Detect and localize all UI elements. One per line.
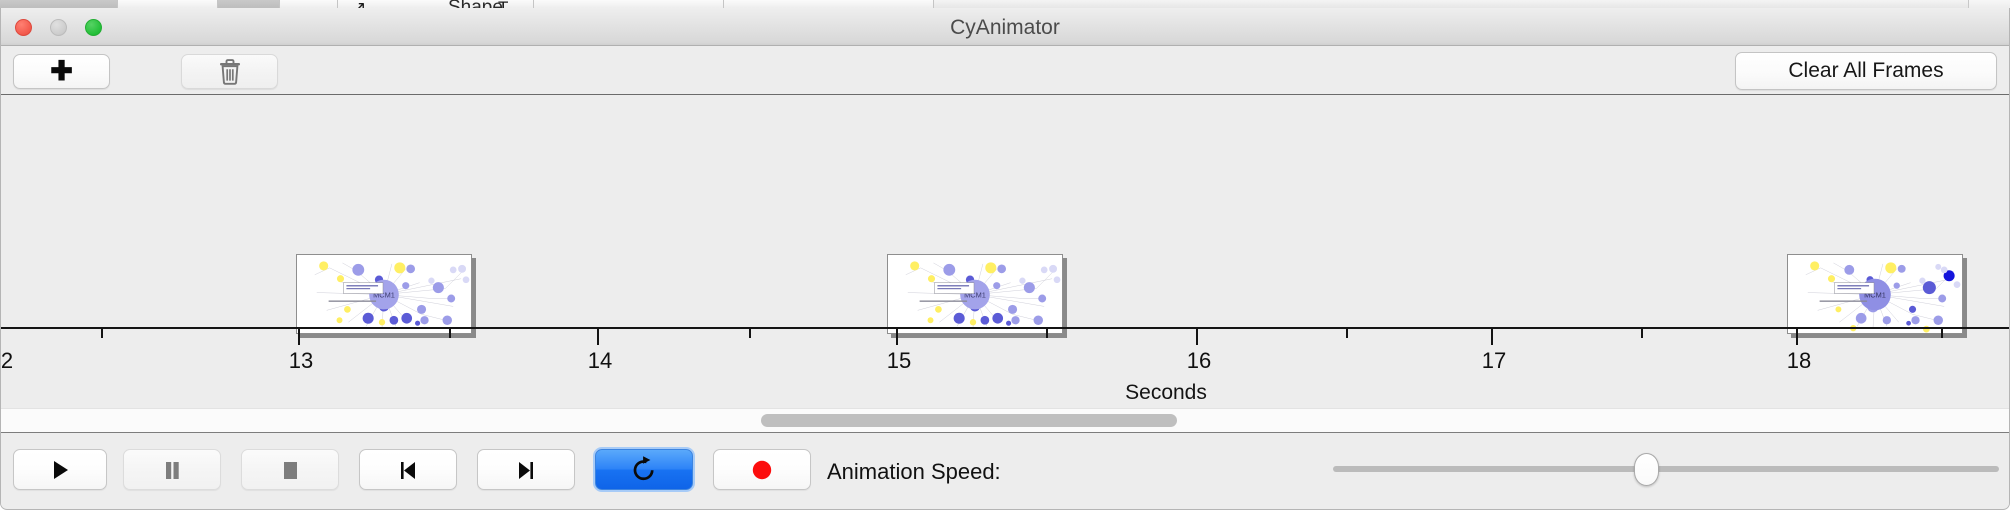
pause-button[interactable] — [123, 449, 221, 490]
axis-tick-label: 16 — [1186, 348, 1212, 373]
axis-minor-tick — [1046, 329, 1048, 338]
svg-text:MCM1: MCM1 — [1864, 291, 1886, 300]
timeline-frame-thumbnail[interactable]: MCM1 — [1787, 254, 1963, 334]
stop-icon — [284, 461, 297, 479]
axis-major-tick — [1796, 329, 1798, 345]
network-thumbnail-icon: MCM1 — [888, 255, 1062, 333]
axis-major-tick — [298, 329, 300, 345]
axis-tick-label: 17 — [1481, 348, 1507, 373]
playback-control-bar: Animation Speed: — [1, 432, 2009, 508]
add-frame-button[interactable]: ✚ — [13, 54, 110, 89]
record-button[interactable] — [713, 449, 811, 490]
close-button[interactable] — [15, 19, 32, 36]
minimize-button[interactable] — [50, 19, 67, 36]
axis-minor-tick — [1941, 329, 1943, 338]
skip-forward-icon — [519, 461, 533, 479]
frame-toolbar: ✚ Clear All Frames — [1, 46, 2009, 95]
axis-minor-tick — [1346, 329, 1348, 338]
timeline-frame-thumbnail[interactable]: MCM1 — [296, 254, 472, 334]
timeline-scrollbar[interactable] — [1, 408, 2009, 432]
timeline-axis — [1, 327, 2009, 329]
axis-major-tick — [1196, 329, 1198, 345]
timeline-canvas[interactable]: MCM1 — [1, 95, 2009, 408]
record-icon — [752, 460, 772, 479]
play-icon — [54, 460, 68, 479]
loop-icon — [633, 455, 654, 480]
skip-back-icon — [401, 461, 415, 479]
title-bar: CyAnimator — [1, 8, 2009, 46]
window-title: CyAnimator — [950, 16, 1060, 39]
pause-icon — [166, 461, 179, 479]
axis-major-tick — [896, 329, 898, 345]
svg-text:MCM1: MCM1 — [373, 291, 395, 300]
animation-speed-slider[interactable] — [1333, 449, 1999, 489]
cyanimator-window: CyAnimator ✚ Clear All Frames — [0, 8, 2010, 510]
axis-tick-label: 2 — [1, 348, 14, 373]
skip-to-start-button[interactable] — [359, 449, 457, 490]
highlighted-node — [1943, 270, 1955, 282]
animation-speed-label: Animation Speed: — [827, 459, 1001, 484]
svg-text:MCM1: MCM1 — [964, 291, 986, 300]
clear-all-frames-label: Clear All Frames — [1788, 59, 1944, 82]
axis-tick-label: 13 — [288, 348, 314, 373]
network-thumbnail-icon: MCM1 — [297, 255, 471, 333]
axis-major-tick — [1491, 329, 1493, 345]
axis-title: Seconds — [1125, 381, 1207, 404]
loop-button[interactable] — [595, 449, 693, 490]
axis-minor-tick — [449, 329, 451, 338]
timeline-frame-thumbnail[interactable]: MCM1 — [887, 254, 1063, 334]
network-thumbnail-icon: MCM1 — [1788, 255, 1962, 333]
axis-tick-label: 14 — [587, 348, 613, 373]
trash-icon — [219, 58, 240, 85]
delete-frame-button[interactable] — [181, 54, 278, 89]
axis-minor-tick — [101, 329, 103, 338]
play-button[interactable] — [13, 449, 107, 490]
plus-icon: ✚ — [50, 56, 73, 86]
axis-major-tick — [597, 329, 599, 345]
stop-button[interactable] — [241, 449, 339, 490]
clear-all-frames-button[interactable]: Clear All Frames — [1735, 52, 1997, 90]
axis-tick-label: 15 — [886, 348, 912, 373]
slider-thumb[interactable] — [1634, 453, 1660, 486]
timeline-scrollbar-thumb[interactable] — [761, 414, 1177, 427]
slider-track[interactable] — [1333, 466, 1999, 472]
maximize-button[interactable] — [85, 19, 102, 36]
axis-minor-tick — [749, 329, 751, 338]
skip-to-end-button[interactable] — [477, 449, 575, 490]
axis-minor-tick — [1641, 329, 1643, 338]
axis-tick-label: 18 — [1786, 348, 1812, 373]
